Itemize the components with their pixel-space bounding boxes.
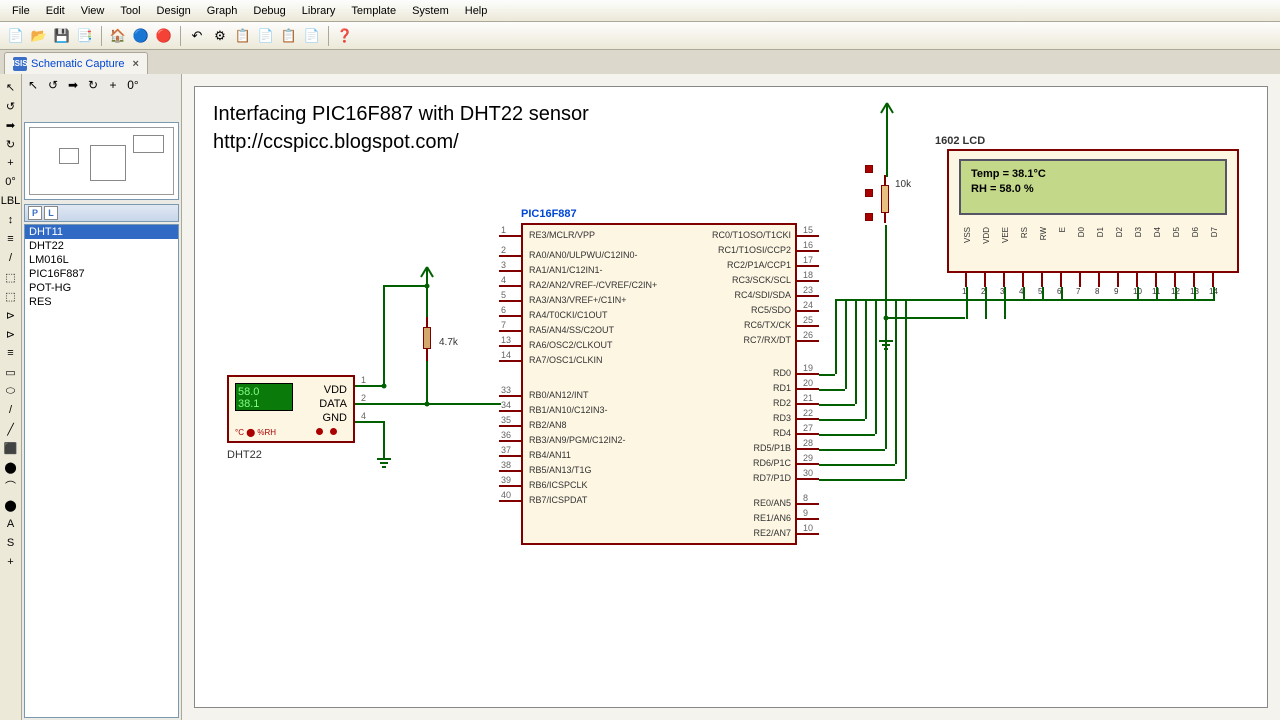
tool-button[interactable]: ⬛ [2,439,20,457]
lcd-line-2: RH = 58.0 % [971,182,1215,197]
res-10k-label: 10k [895,179,911,190]
panel-top-buttons: ↖↺➡↻+0° [22,74,181,120]
lcd-label: 1602 LCD [935,135,985,147]
tool-button[interactable]: + [2,553,20,571]
toolbar-button[interactable]: 📄 [6,26,26,46]
menu-system[interactable]: System [404,3,457,19]
toolbar-button[interactable]: 🔴 [154,26,174,46]
tool-button[interactable]: ➡ [2,116,20,134]
tool-button[interactable]: / [2,249,20,267]
power-vcc-icon-2 [877,101,897,121]
lcd-line-1: Temp = 38.1°C [971,167,1215,182]
header-button-l[interactable]: L [44,206,58,220]
tool-button[interactable]: ≡ [2,344,20,362]
header-button-p[interactable]: P [28,206,42,220]
device-item[interactable]: POT-HG [25,281,178,295]
menu-help[interactable]: Help [457,3,496,19]
toolbar-button[interactable]: 💾 [52,26,72,46]
menu-debug[interactable]: Debug [245,3,293,19]
tool-button[interactable]: ⬚ [2,268,20,286]
menu-file[interactable]: File [4,3,38,19]
sensor-reading-1: 58.0 [238,386,290,398]
res-4k7-label: 4.7k [439,337,458,348]
toolbar-button[interactable]: 🏠 [108,26,128,46]
resistor-10k[interactable] [881,175,889,223]
tool-button[interactable]: ⊳ [2,306,20,324]
panel-button[interactable]: ↺ [44,76,62,94]
schematic-url: http://ccspicc.blogspot.com/ [213,131,459,154]
menu-edit[interactable]: Edit [38,3,73,19]
menu-library[interactable]: Library [294,3,344,19]
tool-button[interactable]: ⌒ [2,477,20,495]
toolbar-button[interactable]: 📋 [233,26,253,46]
toolbar-button[interactable]: 🔵 [131,26,151,46]
tool-button[interactable]: ≡ [2,230,20,248]
tool-button[interactable]: ⬭ [2,382,20,400]
panel-button[interactable]: ➡ [64,76,82,94]
component-dht22[interactable]: 58.0 38.1 °C ⬤ %RH VDDDATAGND [227,375,355,443]
schematic-title: Interfacing PIC16F887 with DHT22 sensor [213,103,589,126]
device-item[interactable]: DHT11 [25,225,178,239]
menu-design[interactable]: Design [149,3,199,19]
ground-icon-2 [877,337,895,351]
menu-bar: FileEditViewToolDesignGraphDebugLibraryT… [0,0,1280,22]
device-item[interactable]: RES [25,295,178,309]
device-list[interactable]: DHT11DHT22LM016LPIC16F887POT-HGRES [24,224,179,718]
menu-graph[interactable]: Graph [199,3,246,19]
menu-view[interactable]: View [73,3,113,19]
overview-thumbnail[interactable] [24,122,179,200]
tool-button[interactable]: ╱ [2,420,20,438]
ground-icon [375,455,393,469]
device-list-header: PL [24,204,179,222]
panel-button[interactable]: ↻ [84,76,102,94]
tool-button[interactable]: / [2,401,20,419]
toolbar-button[interactable]: ↶ [187,26,207,46]
toolbar-button[interactable]: ❓ [335,26,355,46]
tool-button[interactable]: ▭ [2,363,20,381]
tool-button[interactable]: ↕ [2,211,20,229]
device-item[interactable]: DHT22 [25,239,178,253]
left-toolbar: ↖↺➡↻+0°LBL↕≡/⬚⬚⊳⊳≡▭⬭/╱⬛⬤⌒⬤AS+ [0,74,22,720]
tab-close-icon[interactable]: × [133,58,139,70]
tool-button[interactable]: LBL [2,192,20,210]
chip-label: PIC16F887 [521,208,577,220]
toolbar-button[interactable]: 📂 [29,26,49,46]
sensor-footer: °C ⬤ %RH [235,428,276,437]
tool-button[interactable]: ⬤ [2,496,20,514]
menu-tool[interactable]: Tool [112,3,148,19]
power-vcc-icon [417,265,437,285]
sensor-reading-2: 38.1 [238,398,290,410]
toolbar-button[interactable]: 📑 [75,26,95,46]
device-item[interactable]: LM016L [25,253,178,267]
tab-bar: ISIS Schematic Capture × [0,50,1280,74]
menu-template[interactable]: Template [343,3,404,19]
tool-button[interactable]: + [2,154,20,172]
tool-button[interactable]: ⊳ [2,325,20,343]
tab-schematic[interactable]: ISIS Schematic Capture × [4,52,148,74]
device-item[interactable]: PIC16F887 [25,267,178,281]
left-panel: ↖↺➡↻+0° PL DHT11DHT22LM016LPIC16F887POT-… [22,74,182,720]
panel-button[interactable]: ↖ [24,76,42,94]
toolbar-button[interactable]: ⚙ [210,26,230,46]
tool-button[interactable]: ↖ [2,78,20,96]
toolbar-button[interactable]: 📄 [302,26,322,46]
main-toolbar: 📄📂💾📑🏠🔵🔴↶⚙📋📄📋📄❓ [0,22,1280,50]
tab-label: Schematic Capture [31,58,125,70]
panel-button[interactable]: 0° [124,76,142,94]
tool-button[interactable]: ↺ [2,97,20,115]
schematic-canvas[interactable]: Interfacing PIC16F887 with DHT22 sensor … [182,74,1280,720]
tool-button[interactable]: ⬚ [2,287,20,305]
tool-button[interactable]: ⬤ [2,458,20,476]
tool-button[interactable]: 0° [2,173,20,191]
tool-button[interactable]: ↻ [2,135,20,153]
tool-button[interactable]: A [2,515,20,533]
tab-icon: ISIS [13,57,27,71]
toolbar-button[interactable]: 📄 [256,26,276,46]
dht22-label: DHT22 [227,449,262,461]
resistor-4k7[interactable] [423,315,431,361]
panel-button[interactable]: + [104,76,122,94]
lcd-screen: Temp = 38.1°C RH = 58.0 % [959,159,1227,215]
toolbar-button[interactable]: 📋 [279,26,299,46]
tool-button[interactable]: S [2,534,20,552]
